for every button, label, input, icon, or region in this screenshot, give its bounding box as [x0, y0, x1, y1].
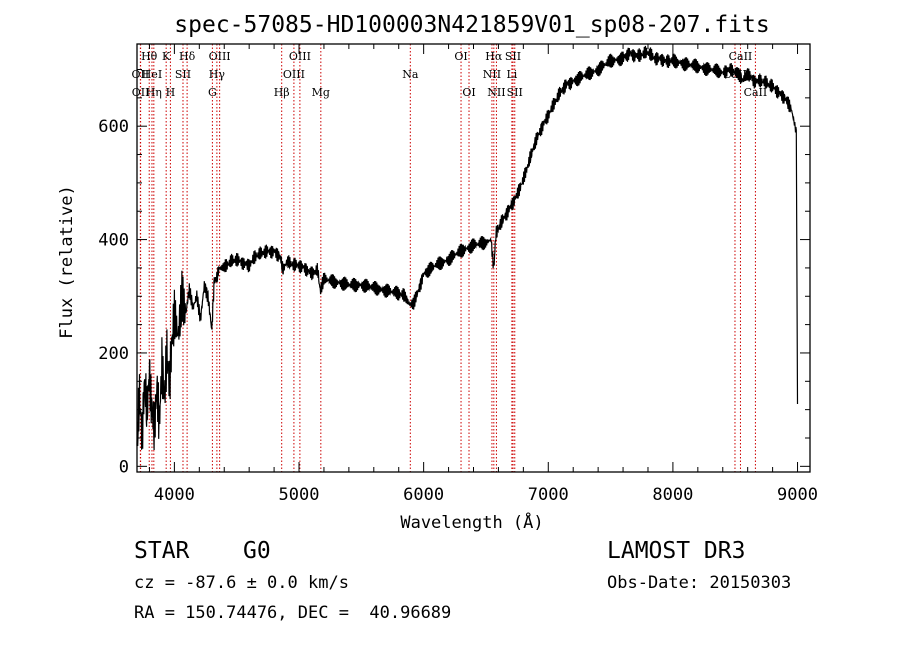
line-label: Hα: [485, 50, 503, 63]
x-tick-label: 5000: [279, 485, 320, 505]
line-label: OIII: [209, 50, 231, 63]
object-class: STAR: [134, 538, 190, 564]
y-tick-label: 600: [98, 117, 129, 137]
y-tick-label: 400: [98, 231, 129, 251]
line-label: NII: [487, 86, 505, 99]
line-label: OIII: [283, 68, 305, 81]
line-label: Hθ: [141, 50, 158, 63]
line-label: SII: [505, 50, 521, 63]
x-tick-label: 4000: [154, 485, 195, 505]
survey-name: LAMOST DR3: [607, 538, 746, 564]
line-label: Li: [506, 68, 517, 81]
x-tick-label: 6000: [403, 485, 444, 505]
line-label: Mg: [312, 86, 330, 99]
flux-series-line: [136, 45, 799, 451]
emission-line-markers: [139, 44, 756, 472]
coordinates: RA = 150.74476, DEC = 40.96689: [134, 603, 452, 623]
chart-title: spec-57085-HD100003N421859V01_sp08-207.f…: [174, 12, 769, 38]
line-label: G: [208, 86, 217, 99]
object-subclass: G0: [243, 538, 271, 564]
line-label: OIII: [289, 50, 311, 63]
y-tick-label: 200: [98, 344, 129, 364]
line-label: Hβ: [274, 86, 290, 99]
line-label: CaII: [744, 86, 768, 99]
line-label: Hγ: [209, 68, 226, 81]
x-tick-label: 9000: [777, 485, 818, 505]
line-label: H: [166, 86, 176, 99]
line-label: OII: [132, 68, 150, 81]
line-label: NII: [483, 68, 501, 81]
observation-date: Obs-Date: 20150303: [607, 573, 792, 593]
line-label: CaII: [729, 50, 753, 63]
y-axis-label: Flux (relative): [57, 185, 77, 339]
line-label: OI: [462, 86, 475, 99]
axis-ticks: 4000 5000 6000 7000 8000 9000 0 200 400 600: [98, 44, 818, 505]
line-label: OI: [454, 50, 467, 63]
line-label: K: [162, 50, 171, 63]
line-label: SII: [175, 68, 191, 81]
x-tick-label: 8000: [652, 485, 693, 505]
line-label: Hδ: [179, 50, 196, 63]
line-label: SII: [507, 86, 523, 99]
x-tick-label: 7000: [528, 485, 569, 505]
line-label: Na: [402, 68, 419, 81]
line-label: Hη: [146, 86, 162, 99]
redshift-cz: cz = -87.6 ± 0.0 km/s: [134, 573, 349, 593]
y-tick-label: 0: [119, 457, 129, 477]
line-label: HeI: [142, 68, 162, 81]
x-axis-label: Wavelength (Å): [400, 511, 543, 533]
line-label: OII: [132, 86, 150, 99]
